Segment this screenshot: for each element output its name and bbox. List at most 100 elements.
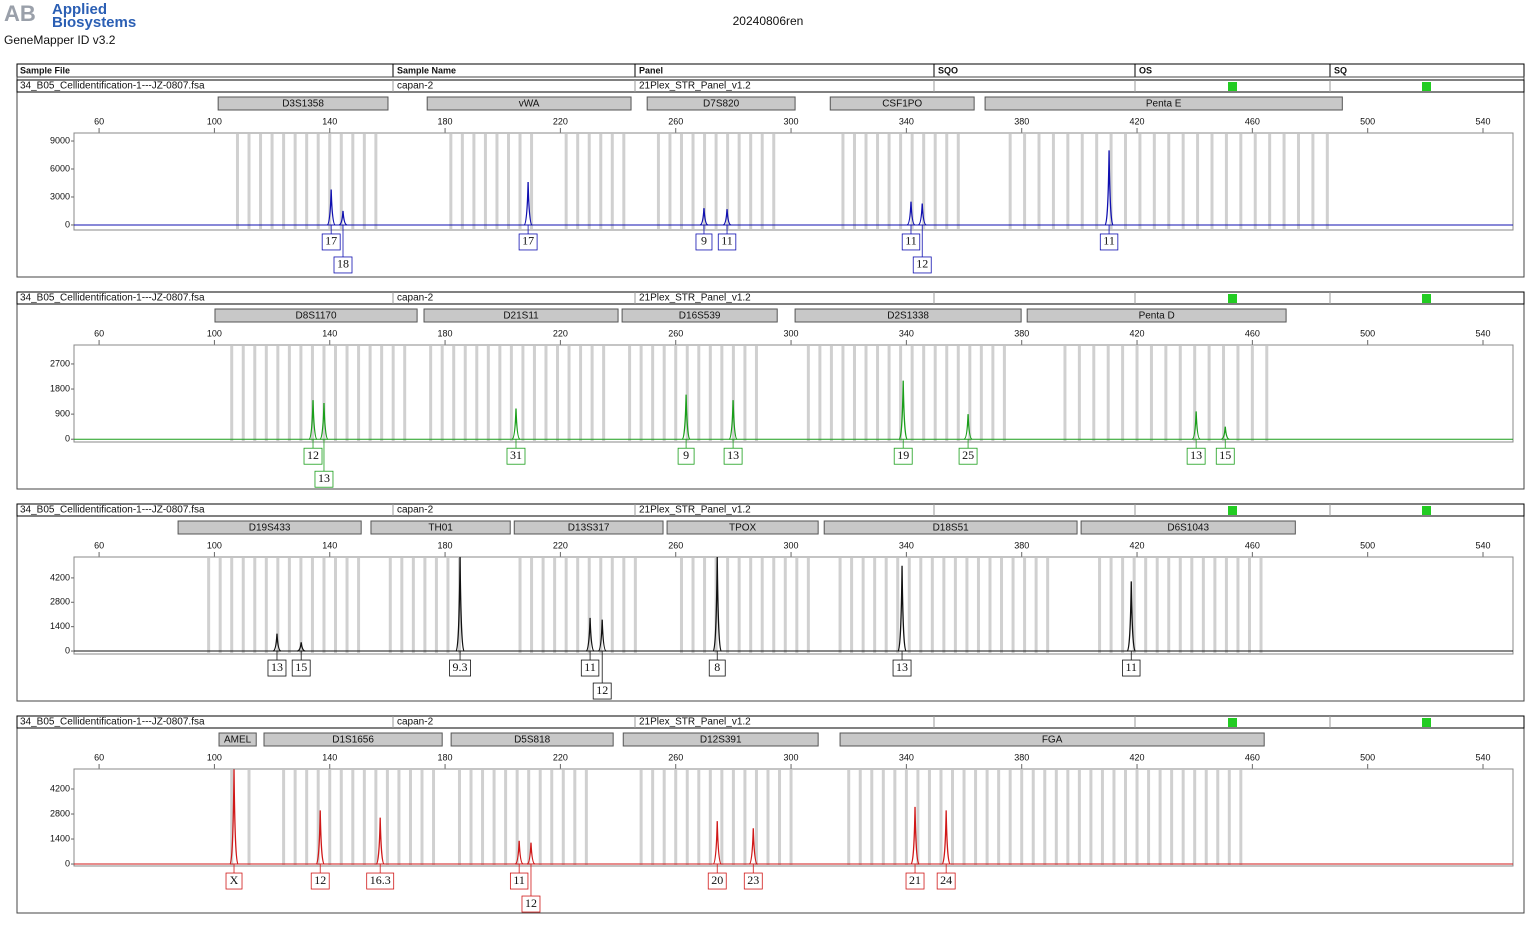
allele-bin: [674, 770, 678, 865]
allele-bin: [1222, 346, 1226, 441]
allele-bin: [518, 134, 522, 229]
marker-name: D12S391: [700, 735, 742, 746]
allele-bin: [873, 558, 877, 653]
allele-bin: [1147, 770, 1151, 865]
allele-bin: [916, 770, 920, 865]
y-tick-label: 3000: [50, 191, 70, 201]
peak: [1191, 411, 1201, 440]
column-header: Panel: [639, 65, 663, 75]
allele-bin: [1178, 346, 1182, 441]
allele-bin: [720, 770, 724, 865]
allele-bin: [685, 770, 689, 865]
marker-name: TH01: [428, 523, 453, 534]
allele-bin: [1201, 558, 1205, 653]
sample-name: capan-2: [397, 717, 434, 728]
panel-info-row: [16, 503, 1525, 517]
allele-bin: [1135, 770, 1139, 865]
peak: [272, 633, 282, 652]
allele-bin: [910, 346, 914, 441]
allele-label-box: [677, 447, 695, 465]
allele-label-box: [912, 256, 932, 274]
marker-name: CSF1PO: [882, 99, 922, 110]
x-tick-label: 260: [668, 752, 683, 762]
allele-bin: [953, 558, 957, 653]
allele-bin: [1092, 346, 1096, 441]
allele-bin: [639, 770, 643, 865]
allele-bin: [397, 770, 401, 865]
allele-bin: [806, 346, 810, 441]
x-tick-label: 300: [784, 540, 799, 550]
marker-name: D3S1358: [282, 99, 324, 110]
allele-bin: [962, 770, 966, 865]
allele-bin: [282, 134, 286, 229]
allele-label-box: [321, 233, 341, 251]
marker-bar: [426, 96, 632, 111]
marker-name: D6S1043: [1167, 523, 1209, 534]
allele-bin: [374, 770, 378, 865]
panel-name: 21Plex_STR_Panel_v1.2: [639, 505, 751, 516]
allele-bin: [264, 346, 268, 441]
allele-bin: [945, 134, 949, 229]
allele-label: 9.3: [453, 660, 468, 674]
allele-bin: [530, 558, 534, 653]
allele-bin: [708, 770, 712, 865]
allele-bin: [1196, 134, 1200, 229]
allele-bin: [743, 346, 747, 441]
allele-bin: [997, 770, 1001, 865]
allele-label-box: [743, 872, 763, 890]
allele-bin: [870, 770, 874, 865]
allele-label-box: [225, 872, 243, 890]
allele-bin: [789, 770, 793, 865]
allele-bin: [1123, 134, 1127, 229]
allele-bin: [639, 346, 643, 441]
allele-bin: [818, 346, 822, 441]
sample-file: 34_B05_Cellidentification-1---JZ-0807.fs…: [20, 505, 205, 516]
allele-bin: [276, 346, 280, 441]
x-tick-label: 420: [1130, 116, 1145, 126]
allele-bin: [1253, 134, 1257, 229]
allele-bin: [380, 346, 384, 441]
x-tick-label: 540: [1475, 540, 1490, 550]
allele-label: X: [230, 873, 239, 887]
allele-bin: [778, 770, 782, 865]
allele-label: 9: [701, 234, 707, 248]
allele-label: 17: [325, 234, 337, 248]
allele-bin: [1167, 134, 1171, 229]
marker-bar: [217, 96, 389, 111]
allele-bin: [374, 134, 378, 229]
allele-bin: [492, 770, 496, 865]
allele-bin: [1051, 134, 1055, 229]
allele-bin: [351, 770, 355, 865]
allele-bin: [423, 558, 427, 653]
allele-label: 21: [909, 873, 921, 887]
allele-bin: [633, 558, 637, 653]
allele-bin: [579, 346, 583, 441]
allele-bin: [564, 134, 568, 229]
allele-label: 12: [307, 448, 319, 462]
allele-label: 13: [896, 660, 908, 674]
x-tick-label: 340: [899, 540, 914, 550]
allele-bin: [876, 346, 880, 441]
allele-bin: [1181, 770, 1185, 865]
allele-bin: [587, 134, 591, 229]
peak: [229, 769, 239, 865]
plot-area: [73, 768, 1514, 867]
allele-bin: [1213, 558, 1217, 653]
allele-bin: [720, 346, 724, 441]
allele-bin: [899, 346, 903, 441]
status-indicator: [1422, 294, 1431, 303]
allele-bin: [368, 346, 372, 441]
allele-bin: [541, 558, 545, 653]
peak: [455, 556, 465, 652]
allele-bin: [772, 558, 776, 653]
marker-bar: [513, 520, 664, 535]
peak: [699, 208, 709, 226]
allele-label: 11: [721, 234, 733, 248]
allele-bin: [841, 346, 845, 441]
allele-label-box: [723, 447, 743, 465]
allele-label: 12: [596, 683, 608, 697]
allele-bin: [434, 558, 438, 653]
allele-bin: [927, 770, 931, 865]
allele-bin: [749, 134, 753, 229]
allele-label: 31: [510, 448, 522, 462]
